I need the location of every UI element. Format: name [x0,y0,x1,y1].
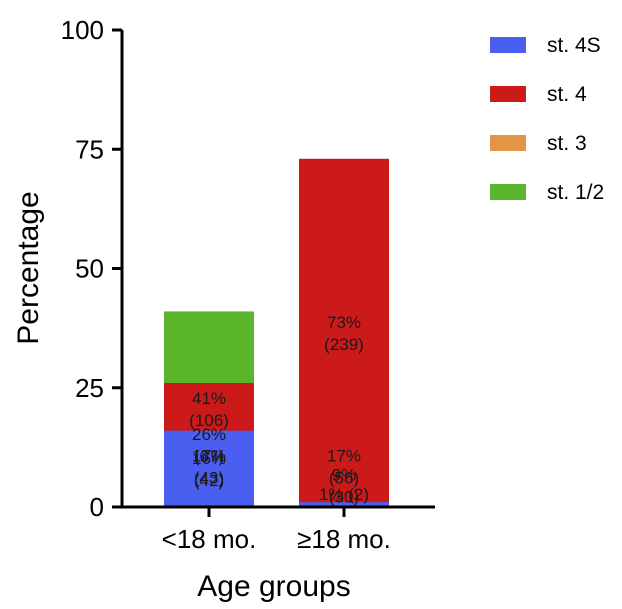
segment-label-st-4-1-line2: (67) [194,447,224,466]
segment-label-st-4s-2-line1: 1% (2) [319,485,369,504]
y-tick-label-75: 75 [75,134,104,164]
segment-label-st-1-2-1-line2: (106) [189,411,229,430]
x-tick-label-1: <18 mo. [162,524,257,554]
segment-label-st-3-2-line2: (30) [329,488,359,507]
segment-label-st-3-1-line2: (43) [194,468,224,487]
segment-label-st-3-1-line1: 17% [192,446,226,465]
y-ticks-layer: 0 25 50 75 100 [61,15,122,522]
legend-label-st-4s: st. 4S [547,34,601,57]
segment-label-st-3-2-line1: 9% [332,466,357,485]
segment-label-st-1-2-2-line2: (56) [329,468,359,487]
segment-label-st-1-2-2-line1: 17% [327,446,361,465]
legend-label-st-3: st. 3 [547,132,587,155]
y-tick-label-100: 100 [61,15,104,45]
legend-swatch-st-3 [490,135,526,151]
segment-label-st-1-2-1-line1: 41% [192,389,226,408]
segment-label-st-4-2-line2: (239) [324,335,364,354]
y-tick-label-25: 25 [75,373,104,403]
x-ticks-layer: <18 mo. ≥18 mo. [162,507,391,554]
legend: st. 4S st. 4 st. 3 st. 1/2 [490,34,604,204]
bar-segment-st-4-2 [299,158,389,508]
segment-label-st-4s-1-line1: 16% [192,449,226,468]
segment-label-st-4-2-line1: 73% [327,313,361,332]
x-axis-title: Age groups [197,570,350,603]
y-tick-label-50: 50 [75,254,104,284]
legend-label-st-4: st. 4 [547,83,587,106]
legend-swatch-st-4 [490,86,526,102]
y-tick-label-0: 0 [90,492,104,522]
segment-label-st-4s-1-line2: (42) [194,471,224,490]
segment-labels-layer: 41% (106) 17% (43) 26% (67)16% (42) 17% (56)9% (3… [189,313,369,507]
legend-swatch-st-4s [490,37,526,53]
x-tick-label-2: ≥18 mo. [297,524,391,554]
segment-label-st-4-1-line1: 26% [192,425,226,444]
legend-label-st-1-2: st. 1/2 [547,181,604,204]
bars-layer [164,158,389,508]
legend-swatch-st-1-2 [490,184,526,200]
bar-segment-st-4s-2 [299,502,389,507]
bar-segment-st-4s-1 [164,430,254,507]
y-axis-title: Percentage [12,191,45,344]
